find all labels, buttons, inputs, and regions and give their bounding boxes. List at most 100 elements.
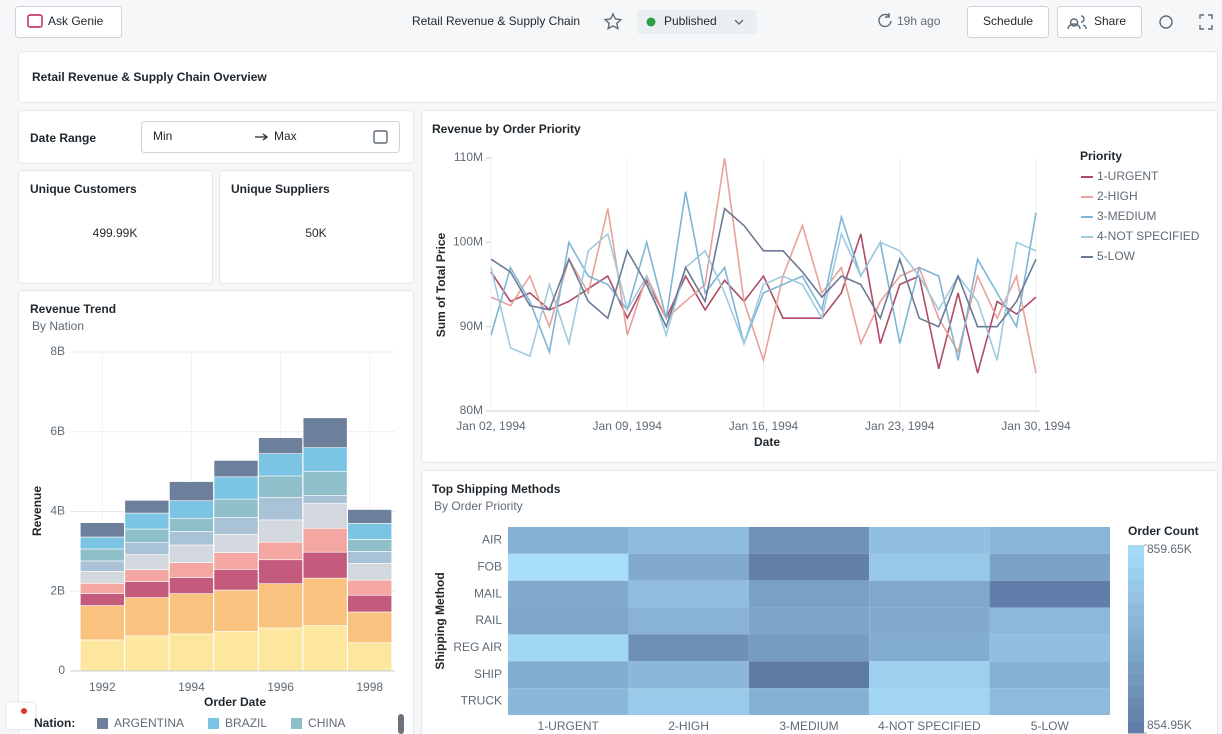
heatmap-cell: [628, 661, 749, 689]
toolbar: Ask Genie Retail Revenue & Supply Chain …: [15, 6, 1213, 38]
bar-segment: [79, 605, 125, 641]
y-tick-label: REG AIR: [453, 640, 502, 654]
calendar-icon[interactable]: [373, 130, 388, 144]
ask-genie-label[interactable]: Ask Genie: [48, 14, 104, 28]
heatmap-cell: [869, 580, 990, 608]
bar-segment: [124, 581, 170, 598]
counter-title: Unique Suppliers: [231, 182, 330, 196]
heatmap-cell: [869, 607, 990, 635]
fullscreen-icon[interactable]: [1199, 14, 1213, 30]
dashboard-name: Retail Revenue & Supply Chain: [412, 14, 580, 28]
refresh-icon[interactable]: [878, 13, 892, 28]
info-icon[interactable]: [1159, 15, 1173, 29]
bar-segment: [302, 577, 348, 626]
heatmap-cell: [869, 553, 990, 581]
bar-segment: [169, 633, 214, 672]
bar-segment: [79, 571, 125, 584]
x-tick-label: 4-NOT SPECIFIED: [878, 719, 981, 733]
bar-segment: [169, 562, 214, 578]
x-tick-label: Jan 16, 1994: [729, 419, 799, 433]
bar-segment: [302, 503, 348, 529]
y-tick-label: 110M: [454, 150, 483, 164]
bar-segment: [213, 498, 259, 518]
status-dot: [646, 17, 656, 27]
y-tick-label: 90M: [460, 319, 483, 333]
colorbar-band: [1128, 650, 1144, 663]
ask-genie-button[interactable]: [15, 6, 122, 38]
bar-segment: [258, 475, 303, 498]
bar-segment: [169, 517, 214, 532]
heatmap-cell: [748, 553, 870, 581]
x-tick-label: 1994: [178, 680, 205, 694]
x-tick-label: 1998: [356, 680, 383, 694]
legend-label: BRAZIL: [225, 716, 267, 730]
x-tick-label: 5-LOW: [1031, 719, 1070, 733]
status-chevron[interactable]: [734, 19, 744, 25]
x-axis-label: Order Date: [204, 695, 266, 709]
bar-segment: [302, 447, 348, 472]
legend-label: 4-NOT SPECIFIED: [1097, 229, 1200, 243]
legend-swatch: [291, 718, 303, 729]
bar-segment: [79, 548, 125, 562]
series-line: [490, 207, 1037, 329]
schedule-button[interactable]: [967, 6, 1049, 38]
bar-segment: [302, 527, 348, 553]
heatmap-cell: [869, 634, 990, 662]
range-arrow: [255, 133, 269, 141]
x-tick-label: 2-HIGH: [668, 719, 709, 733]
bar-segment: [169, 500, 214, 519]
counter-card: [219, 170, 414, 284]
heatmap-cell: [989, 553, 1110, 581]
status-pill[interactable]: [637, 10, 757, 34]
chart-subtitle: By Order Priority: [434, 499, 523, 513]
y-tick-label: 80M: [460, 403, 483, 417]
heatmap-cell: [989, 634, 1110, 662]
bar-segment: [258, 519, 303, 543]
bar-segment: [79, 593, 125, 606]
heatmap-cell: [628, 553, 749, 581]
heatmap-cell: [869, 661, 990, 689]
bar-segment: [347, 523, 393, 540]
heatmap-cell: [508, 580, 629, 608]
share-button[interactable]: [1057, 6, 1142, 38]
status-label[interactable]: Published: [664, 14, 717, 28]
legend-scrollbar[interactable]: [398, 714, 404, 734]
title-card: [18, 51, 1218, 103]
y-tick-label: 6B: [50, 424, 65, 438]
y-tick-label: 0: [58, 663, 65, 677]
bar-segment: [258, 627, 303, 672]
heatmap-cell: [628, 580, 749, 608]
legend-swatch: [208, 718, 220, 729]
min-placeholder[interactable]: Min: [153, 129, 172, 143]
date-range-input[interactable]: [141, 121, 400, 153]
counter-title: Unique Customers: [30, 182, 137, 196]
heatmap-cell: [628, 607, 749, 635]
colorbar-band: [1128, 721, 1144, 734]
max-placeholder[interactable]: Max: [274, 129, 297, 143]
bar-segment: [124, 597, 170, 637]
y-tick-label: 100M: [453, 235, 483, 249]
favorite-star[interactable]: [603, 12, 623, 30]
colorbar-band: [1128, 603, 1144, 616]
bar-segment: [258, 437, 303, 454]
bar-segment: [124, 500, 170, 514]
colorbar-band: [1128, 556, 1144, 569]
heatmap-cell: [989, 527, 1110, 554]
y-tick-label: FOB: [477, 559, 502, 573]
schedule-label[interactable]: Schedule: [983, 14, 1033, 28]
chart-title: Revenue by Order Priority: [432, 122, 581, 136]
bar-segment: [347, 551, 393, 564]
bar-segment: [169, 577, 214, 594]
genie-icon: [27, 14, 43, 28]
x-tick-label: 1-URGENT: [538, 719, 600, 733]
notification-badge[interactable]: [5, 701, 37, 731]
colorbar-label: 859.65K: [1147, 542, 1192, 556]
bar-segment: [213, 552, 259, 570]
bar-segment: [258, 497, 303, 521]
colorbar-band: [1128, 568, 1144, 581]
colorbar-band: [1128, 639, 1144, 652]
x-tick-label: 3-MEDIUM: [779, 719, 838, 733]
x-tick-label: Jan 30, 1994: [1001, 419, 1071, 433]
share-label[interactable]: Share: [1094, 14, 1126, 28]
heatmap-cell: [869, 527, 990, 554]
